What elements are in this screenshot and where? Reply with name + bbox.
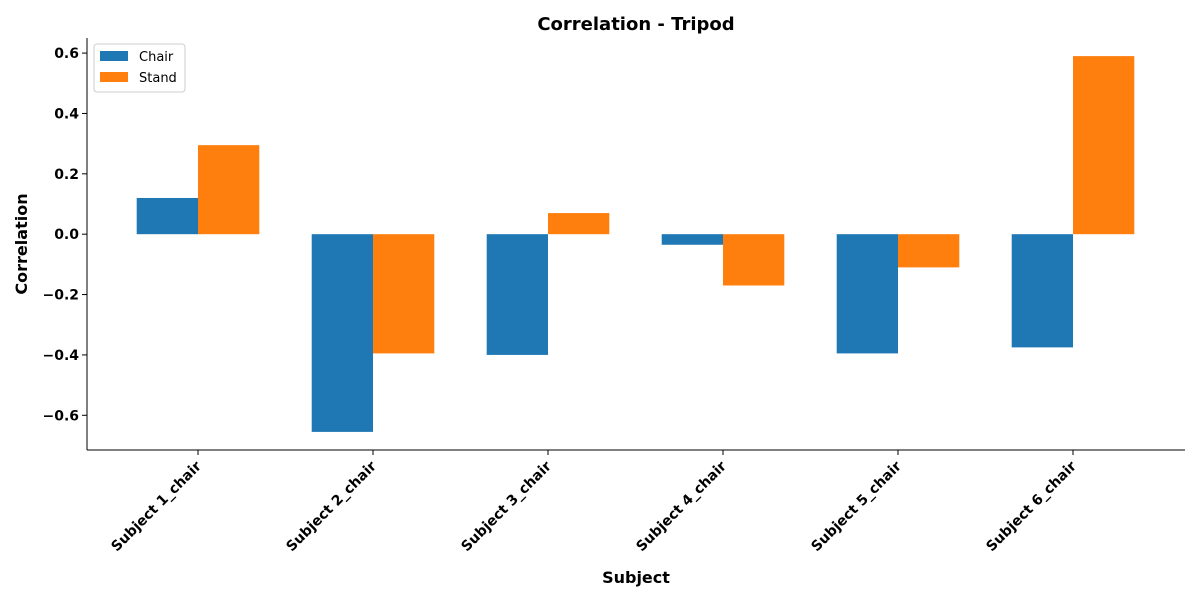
legend-label-chair: Chair [139,50,174,65]
bar-chair-6 [1011,234,1073,348]
y-axis-label: Correlation [12,193,31,294]
legend: Chair Stand [93,43,186,93]
bar-stand-4 [723,234,785,286]
bar-chair-4 [661,234,723,245]
chart-title: Correlation - Tripod [537,14,734,35]
bar-stand-2 [373,234,435,354]
y-tick-label: −0.4 [42,348,79,364]
bar-chair-1 [136,197,198,235]
y-tick-label: 0.6 [54,46,79,62]
bar-chair-2 [311,234,373,432]
bar-stand-6 [1073,56,1135,235]
y-tick-label: 0.4 [54,106,79,122]
bar-stand-5 [898,234,960,268]
bar-chair-3 [486,234,548,355]
legend-swatch-chair [100,51,128,61]
y-tick-label: 0.0 [54,227,79,243]
y-tick-label: −0.2 [42,288,79,304]
bar-stand-3 [548,213,610,235]
x-axis-label: Subject [602,568,670,587]
bars-group [136,56,1135,432]
y-ticks-group: −0.6 −0.4 −0.2 0.0 0.2 0.4 0.6 [42,46,87,424]
bar-stand-1 [198,145,260,235]
y-tick-label: −0.6 [42,408,79,424]
legend-swatch-stand [100,72,128,82]
bar-chair-5 [836,234,898,354]
axes-group [86,38,1185,451]
legend-label-stand: Stand [139,71,177,86]
y-tick-label: 0.2 [54,167,79,183]
